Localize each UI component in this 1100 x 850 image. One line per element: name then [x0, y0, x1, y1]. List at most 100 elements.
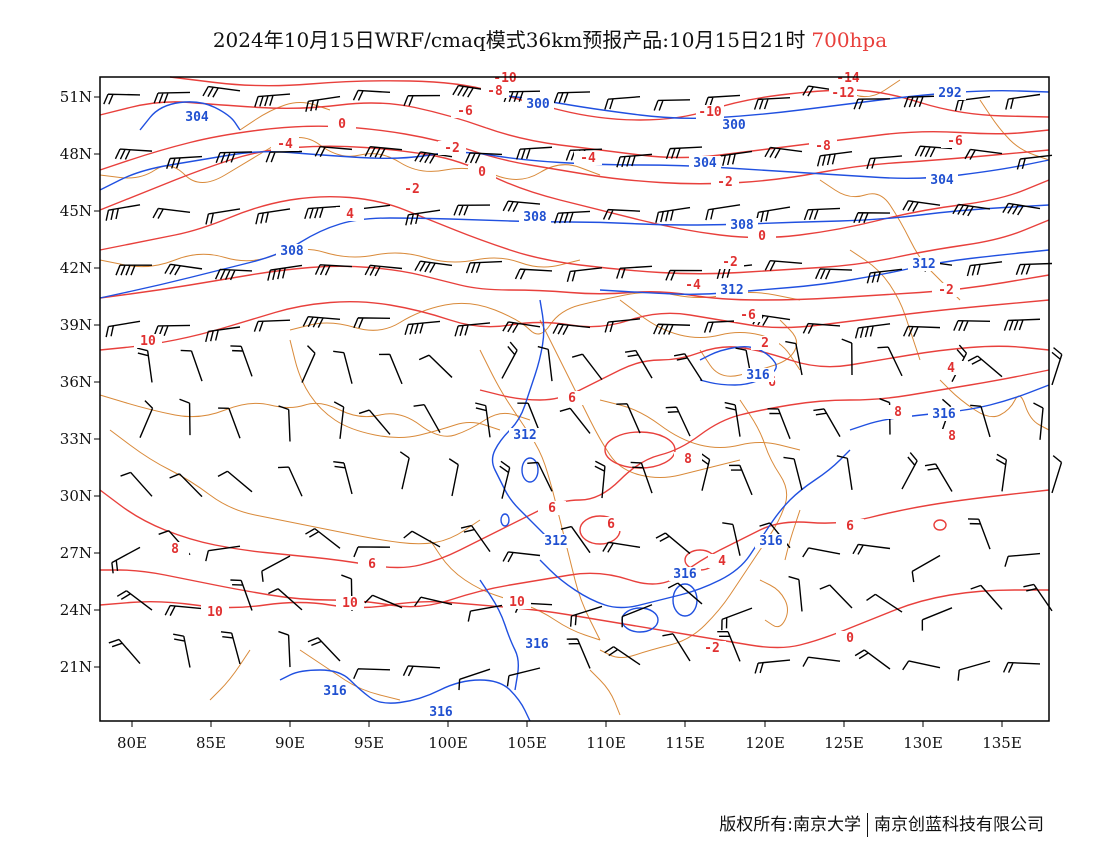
- temperature-label: -2: [404, 182, 420, 197]
- lon-tick-label: 115E: [665, 734, 705, 752]
- label-backdrop: [938, 429, 966, 443]
- wind-barb: [502, 551, 541, 563]
- wind-barb: [418, 354, 453, 378]
- wind-barb: [903, 325, 941, 337]
- wind-barb: [358, 409, 391, 435]
- wind-barb: [353, 668, 391, 680]
- label-backdrop: [319, 684, 351, 698]
- wind-barb: [413, 404, 441, 433]
- wind-barb: [464, 152, 503, 164]
- wind-barb: [516, 146, 553, 160]
- wind-barb: [602, 541, 641, 553]
- label-backdrop: [711, 175, 739, 189]
- wind-barb: [137, 347, 153, 383]
- wind-barb: [333, 401, 345, 439]
- label-backdrop: [726, 218, 758, 232]
- wind-barb: [305, 528, 341, 549]
- map-frame: [99, 76, 1050, 722]
- wind-barb: [841, 338, 853, 376]
- wind-barb: [405, 209, 441, 226]
- wind-barb: [553, 91, 591, 104]
- height-contour: [599, 249, 1050, 295]
- wind-barb: [379, 353, 403, 385]
- wind-barb: [911, 554, 941, 583]
- boundary-line: [539, 319, 741, 478]
- wind-barb: [665, 406, 691, 437]
- label-backdrop: [509, 428, 541, 442]
- lon-tick-label: 110E: [586, 734, 626, 752]
- temperature-label: 0: [846, 631, 854, 646]
- wind-barb: [105, 320, 141, 338]
- height-label: 316: [525, 637, 549, 652]
- wind-barb: [1051, 347, 1063, 386]
- temperature-contour: [100, 489, 1050, 608]
- wind-barb: [448, 458, 459, 497]
- wind-barb: [788, 575, 803, 612]
- height-contour: [279, 669, 531, 722]
- height-label: 308: [730, 218, 754, 233]
- wind-barb: [783, 456, 803, 491]
- label-backdrop: [451, 104, 479, 118]
- temperature-loop: [933, 519, 947, 531]
- wind-barb: [116, 590, 153, 611]
- wind-barb: [218, 407, 241, 439]
- wind-barb: [514, 268, 553, 280]
- label-backdrop: [748, 229, 776, 243]
- wind-barb: [764, 259, 803, 272]
- boundary-line: [599, 399, 801, 451]
- wind-barb: [254, 93, 291, 107]
- lat-tick-label: 42N: [60, 259, 92, 277]
- wind-barb: [662, 633, 691, 662]
- height-loop: [621, 607, 659, 633]
- wind-barb: [502, 321, 541, 334]
- wind-barb: [404, 320, 441, 335]
- label-backdrop: [742, 368, 774, 382]
- temperature-label: -4: [277, 137, 293, 152]
- wind-barb: [753, 97, 791, 110]
- wind-barb: [653, 99, 691, 111]
- wind-barb: [333, 460, 353, 495]
- temperature-label: 0: [758, 229, 766, 244]
- label-backdrop: [928, 407, 960, 421]
- lon-tick-label: 95E: [354, 734, 384, 752]
- temperature-label: 6: [846, 519, 854, 534]
- wind-barb: [517, 402, 541, 434]
- temperature-label: -2: [717, 175, 733, 190]
- wind-barb: [594, 460, 606, 499]
- wind-barb: [153, 324, 191, 337]
- wind-barb: [717, 630, 741, 662]
- wind-barb: [364, 594, 403, 609]
- contour-labels: -10-8-6-14-12-10-8 -6-4-20-2-4-6-4 -20-202…: [134, 71, 969, 720]
- wind-barb: [914, 145, 953, 158]
- label-backdrop: [438, 141, 466, 155]
- height-contour: [99, 150, 1050, 191]
- wind-barb: [655, 532, 691, 555]
- wind-barb: [559, 407, 591, 434]
- wind-barb: [755, 206, 791, 223]
- wind-barb: [966, 261, 1003, 277]
- height-label: 308: [280, 244, 304, 259]
- temperature-label: 8: [894, 405, 902, 420]
- temperature-label: 4: [346, 207, 354, 222]
- temperature-label: 4: [718, 554, 726, 569]
- wind-barb: [866, 593, 903, 613]
- wind-barb: [1003, 318, 1041, 331]
- temperature-label: 2: [761, 336, 769, 351]
- wind-barb: [852, 543, 891, 555]
- lat-tick-label: 21N: [60, 658, 92, 676]
- wind-barb: [553, 210, 591, 224]
- wind-barb: [278, 405, 291, 442]
- wind-barb: [866, 268, 903, 284]
- wind-barb: [921, 607, 953, 631]
- height-label: 312: [513, 428, 536, 443]
- wind-barb: [717, 150, 753, 167]
- boundary-line: [979, 99, 1050, 161]
- wind-barb: [802, 547, 841, 558]
- wind-barb: [767, 408, 791, 439]
- temperature-contour: [479, 345, 1050, 401]
- boundary-line: [599, 399, 788, 658]
- wind-barb: [499, 460, 511, 499]
- label-backdrop: [503, 595, 531, 609]
- temperature-label: -8: [815, 139, 831, 154]
- wind-barb: [630, 461, 653, 494]
